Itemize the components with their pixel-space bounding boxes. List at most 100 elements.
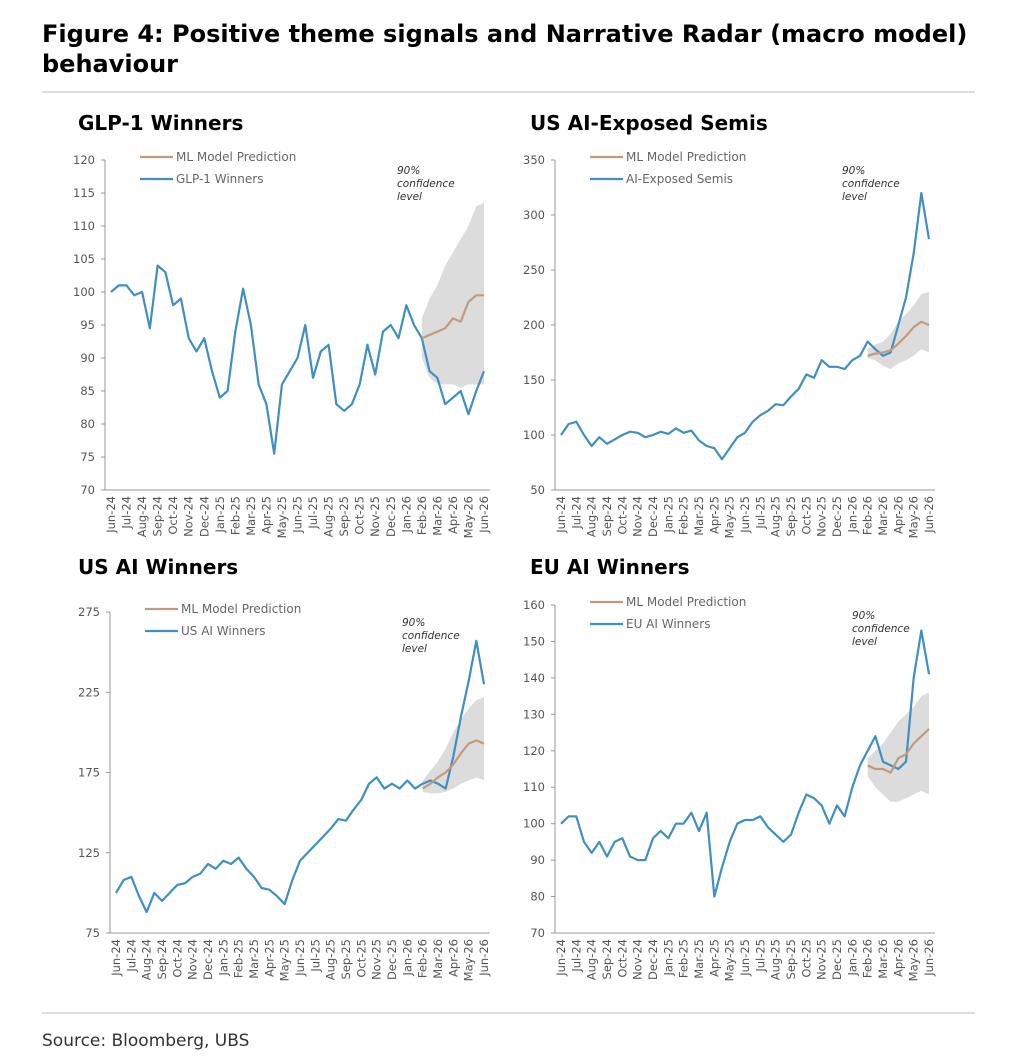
x-tick-label: Feb-25 (677, 496, 691, 535)
chart-panel: US AI-Exposed Semis 50 100 150 200 250 300 350 J… (523, 111, 936, 538)
x-tick-label: Apr-25 (262, 939, 276, 977)
x-tick-label: Jun-24 (554, 496, 568, 534)
confidence-band (421, 202, 484, 388)
y-tick-label: 70 (530, 926, 545, 940)
x-tick-label: Mar-25 (692, 939, 706, 979)
y-tick-label: 350 (523, 153, 545, 167)
x-tick-label: Sep-25 (339, 939, 353, 979)
x-tick-label: Sep-24 (151, 496, 165, 536)
x-tick-label: Apr-26 (891, 939, 905, 977)
x-tick-label: Sep-25 (337, 496, 351, 536)
y-tick-label: 100 (523, 428, 545, 442)
x-tick-label: May-26 (462, 939, 476, 981)
y-tick-label: 250 (523, 263, 545, 277)
y-tick-label: 120 (73, 153, 95, 167)
x-tick-label: Feb-25 (232, 939, 246, 978)
x-tick-label: Feb-26 (415, 496, 429, 535)
series-line (421, 294, 484, 340)
x-tick-label: Dec-25 (385, 939, 399, 980)
x-tick-label: Dec-24 (201, 939, 215, 980)
x-tick-label: Mar-26 (430, 496, 444, 536)
x-tick-label: Jan-26 (845, 496, 859, 534)
chart-title: GLP-1 Winners (78, 111, 243, 135)
x-tick-label: Jun-26 (922, 939, 936, 977)
x-tick-label: Oct-25 (799, 939, 813, 978)
x-tick-label: Aug-24 (135, 496, 149, 537)
x-tick-label: Mar-25 (692, 496, 706, 536)
y-tick-label: 150 (523, 634, 545, 648)
x-tick-label: Oct-24 (615, 939, 629, 978)
annotation: level (402, 643, 427, 655)
y-tick-label: 125 (78, 846, 100, 860)
x-tick-label: Aug-24 (585, 939, 599, 980)
x-tick-label: Feb-26 (861, 939, 875, 978)
x-tick-label: Feb-25 (677, 939, 691, 978)
x-tick-label: Aug-25 (324, 939, 338, 980)
annotation: 90% (402, 617, 425, 629)
x-tick-label: Jul-25 (753, 939, 767, 973)
chart-panel: EU AI Winners 70 80 90 100 110 120 130 140 150 160… (523, 555, 936, 981)
chart-title: US AI-Exposed Semis (530, 111, 768, 135)
legend-label: GLP-1 Winners (176, 172, 263, 186)
y-tick-label: 110 (523, 780, 545, 794)
x-tick-label: Nov-24 (182, 496, 196, 537)
y-tick-label: 70 (80, 483, 95, 497)
y-tick-label: 75 (85, 926, 100, 940)
x-tick-label: Dec-24 (646, 939, 660, 980)
x-tick-label: Jun-25 (738, 496, 752, 534)
y-tick-label: 80 (530, 890, 545, 904)
x-tick-label: Jun-25 (291, 496, 305, 534)
x-tick-label: May-25 (723, 939, 737, 981)
x-tick-label: Mar-26 (431, 939, 445, 979)
legend-label: AI-Exposed Semis (626, 172, 733, 186)
x-tick-label: Mar-26 (876, 939, 890, 979)
x-tick-label: Feb-26 (861, 496, 875, 535)
x-tick-label: Apr-26 (891, 496, 905, 534)
x-tick-label: Jan-26 (400, 939, 414, 977)
x-tick-label: Oct-24 (166, 496, 180, 535)
x-tick-label: Jul-24 (124, 939, 138, 973)
y-tick-label: 75 (80, 450, 95, 464)
annotation: 90% (852, 610, 875, 622)
x-tick-label: Jul-24 (120, 496, 134, 530)
x-tick-label: Jan-25 (661, 496, 675, 534)
legend-label: EU AI Winners (626, 617, 710, 631)
x-tick-label: Jun-24 (104, 496, 118, 534)
x-tick-label: Aug-25 (769, 496, 783, 537)
confidence-band (867, 692, 929, 802)
legend-label: ML Model Prediction (176, 150, 296, 164)
confidence-band (867, 292, 929, 369)
x-tick-label: Oct-24 (615, 496, 629, 535)
annotation: level (852, 636, 877, 648)
x-tick-label: Jun-26 (477, 939, 491, 977)
x-tick-label: Jan-25 (216, 939, 230, 977)
x-tick-label: Jul-25 (306, 496, 320, 530)
x-tick-label: Nov-25 (815, 939, 829, 980)
x-tick-label: May-25 (275, 496, 289, 538)
x-tick-label: May-25 (278, 939, 292, 981)
series-line (422, 739, 485, 790)
x-tick-label: Dec-24 (197, 496, 211, 537)
x-tick-label: Dec-25 (384, 496, 398, 537)
y-tick-label: 90 (80, 351, 95, 365)
x-tick-label: May-25 (723, 496, 737, 538)
legend-label: ML Model Prediction (181, 602, 301, 616)
x-tick-label: Aug-24 (585, 496, 599, 537)
x-tick-label: Jan-26 (845, 939, 859, 977)
y-tick-label: 95 (80, 318, 95, 332)
x-tick-label: Dec-25 (830, 496, 844, 537)
x-tick-label: Jun-24 (554, 939, 568, 977)
x-tick-label: Feb-25 (228, 496, 242, 535)
x-tick-label: Apr-26 (446, 496, 460, 534)
x-tick-label: Mar-25 (244, 496, 258, 536)
y-tick-label: 175 (78, 766, 100, 780)
x-tick-label: Oct-25 (354, 939, 368, 978)
x-tick-label: Aug-24 (140, 939, 154, 980)
y-tick-label: 100 (73, 285, 95, 299)
annotation: 90% (397, 165, 420, 177)
figure-title: Figure 4: Positive theme signals and Nar… (42, 20, 967, 78)
y-tick-label: 115 (73, 186, 95, 200)
x-tick-label: Jun-26 (922, 496, 936, 534)
x-tick-label: May-26 (907, 939, 921, 981)
